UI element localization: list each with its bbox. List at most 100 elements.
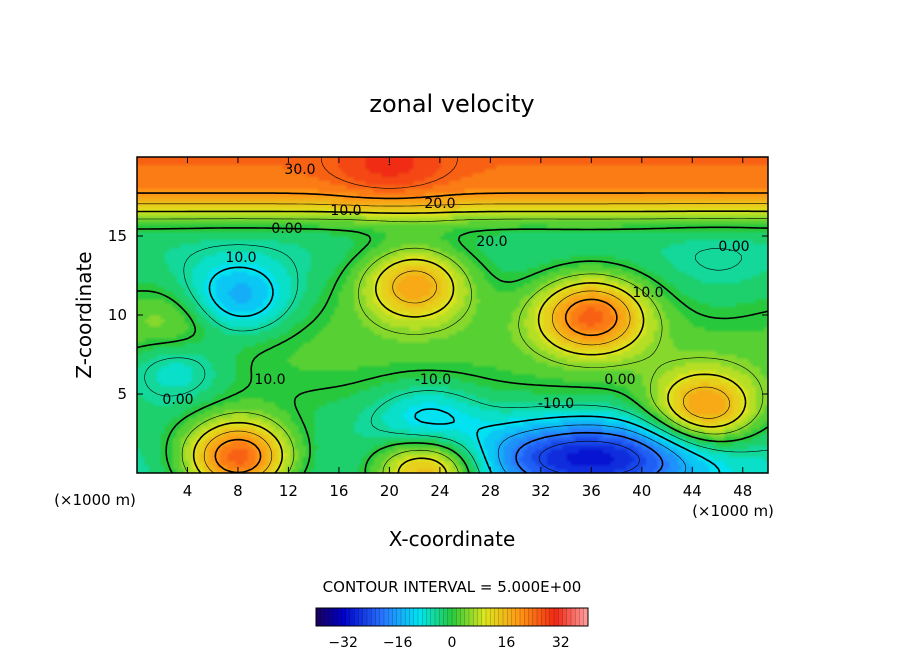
colorbar-cell (481, 608, 487, 626)
x-unit-left: (×1000 m) (54, 491, 136, 509)
contour-line-level-15 (137, 203, 768, 473)
colorbar-cell (443, 608, 449, 626)
x-tick-label: 36 (582, 482, 601, 500)
colorbar-cell (405, 608, 410, 626)
colorbar-cell (524, 608, 529, 626)
y-tick-label: 5 (117, 385, 127, 403)
contour-label-4: 20.0 (476, 234, 507, 250)
contour-label-0: 30.0 (284, 162, 315, 178)
colorbar-cell (413, 608, 419, 626)
colorbar-cell (545, 608, 551, 626)
colorbar-cell (575, 608, 580, 626)
colorbar-tick-label: 32 (552, 635, 570, 651)
contour-line-level-10 (137, 210, 768, 473)
colorbar-cell (362, 608, 368, 626)
colorbar-cell (375, 608, 381, 626)
contour-label-6: 10.0 (632, 285, 663, 301)
chart-title: zonal velocity (369, 90, 534, 118)
colorbar-cell (316, 608, 321, 626)
colorbar-cell (392, 608, 398, 626)
x-tick-label: 44 (683, 482, 702, 500)
colorbar-cell (350, 608, 355, 626)
colorbar-cell (320, 608, 325, 626)
x-tick-label: 24 (430, 482, 449, 500)
colorbar-cell (549, 608, 555, 626)
colorbar-cell (426, 608, 432, 626)
contour-label-2: 10.0 (330, 203, 361, 219)
colorbar-cell (511, 608, 517, 626)
y-axis-ticks: 5 10 15 (108, 227, 768, 403)
colorbar-cell (486, 608, 491, 626)
x-tick-label: 8 (233, 482, 243, 500)
contour-line-level-0 (137, 226, 768, 473)
x-tick-label: 40 (632, 482, 651, 500)
colorbar-cell (528, 608, 534, 626)
y-axis-label: Z-coordinate (72, 251, 96, 378)
contour-label-8: -10.0 (538, 396, 574, 412)
contour-line-level--20 (515, 431, 664, 473)
colorbar-cell (345, 608, 351, 626)
colorbar-ticks: −32 −16 0 16 32 (328, 635, 569, 651)
contour-interval-label: CONTOUR INTERVAL = 5.000E+00 (323, 578, 582, 596)
contour-line-level-20 (137, 192, 768, 473)
x-tick-label: 32 (531, 482, 550, 500)
y-tick-label: 15 (108, 227, 127, 245)
colorbar-cell (473, 608, 478, 626)
colorbar-cell (396, 608, 402, 626)
colorbar-cell (337, 608, 342, 626)
colorbar-cell (566, 608, 572, 626)
x-unit-right: (×1000 m) (692, 502, 774, 520)
colorbar-cell (498, 608, 504, 626)
contour-label-3: 0.00 (271, 221, 302, 237)
x-tick-label: 12 (279, 482, 298, 500)
colorbar-cell (333, 608, 338, 626)
colorbar-cell (562, 608, 568, 626)
colorbar-cell (503, 608, 508, 626)
colorbar-cell (384, 608, 389, 626)
colorbar-cell (456, 608, 461, 626)
colorbar-cell (367, 608, 372, 626)
contour-lines (137, 157, 768, 473)
contour-label-7: 0.00 (604, 372, 635, 388)
colorbar-cell (341, 608, 347, 626)
colorbar-cell (515, 608, 521, 626)
colorbar-cell (494, 608, 500, 626)
colorbar-cell (571, 608, 576, 626)
x-tick-label: 16 (329, 482, 348, 500)
colorbar-cell (554, 608, 559, 626)
contour-label-9: -10.0 (415, 372, 451, 388)
colorbar-cell (507, 608, 512, 626)
contour-line-level--25 (538, 440, 640, 473)
contour-label-11: 0.00 (718, 239, 749, 255)
x-axis-ticks: 4 8 12 16 20 24 28 32 36 40 44 48 (183, 157, 752, 500)
colorbar-cell (460, 608, 466, 626)
heatmap-field (137, 157, 768, 473)
colorbar-cell (532, 608, 538, 626)
contour-line-level-5 (137, 218, 768, 473)
x-tick-label: 4 (183, 482, 193, 500)
contour-labels: 30.0 20.0 10.0 0.00 20.0 10.0 10.0 0.00 -10.0 -10… (162, 162, 749, 412)
colorbar-tick-label: −32 (328, 635, 358, 651)
colorbar-cell (439, 608, 444, 626)
colorbar-cell (409, 608, 415, 626)
colorbar-cell (477, 608, 483, 626)
colorbar-cell (579, 608, 585, 626)
x-axis-label: X-coordinate (389, 527, 516, 551)
contour-line-level--15 (498, 424, 687, 473)
x-tick-label: 28 (481, 482, 500, 500)
colorbar-cell (388, 608, 393, 626)
contour-line-level--10 (208, 266, 721, 473)
colorbar-cell (583, 608, 589, 626)
colorbar-cell (401, 608, 406, 626)
contour-line-level--5 (144, 244, 768, 473)
colorbar-cell (354, 608, 359, 626)
colorbar-cell (422, 608, 427, 626)
colorbar-cell (447, 608, 453, 626)
contour-label-5: 10.0 (225, 250, 256, 266)
colorbar-cell (435, 608, 440, 626)
colorbar-cell (430, 608, 436, 626)
colorbar-cell (541, 608, 546, 626)
colorbar-cell (520, 608, 525, 626)
colorbar-cell (469, 608, 474, 626)
